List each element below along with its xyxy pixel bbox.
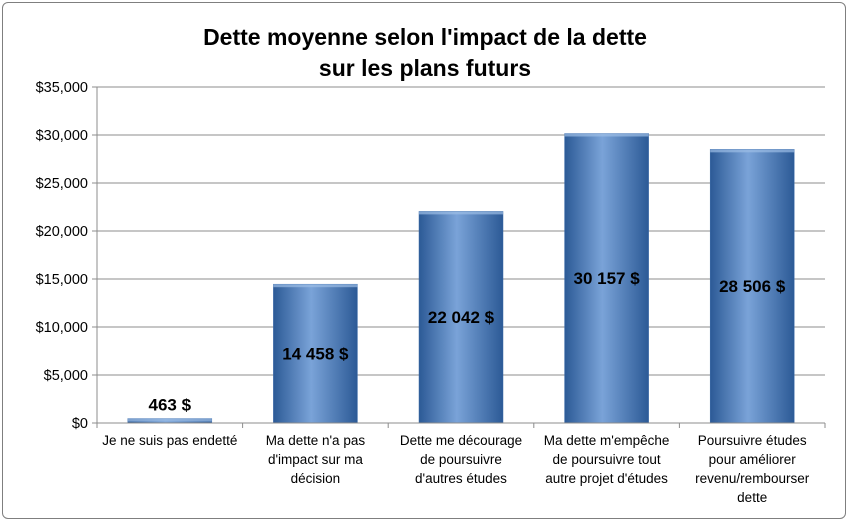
chart-title: Dette moyenne selon l'impact de la dette… xyxy=(203,24,647,81)
data-label: 28 506 $ xyxy=(719,277,786,296)
x-category-label: revenu/rembourser xyxy=(695,471,810,486)
data-labels: 463 $ 14 458 $ 22 042 $ 30 157 $ 28 506 $ xyxy=(149,269,786,414)
y-tick-label: $10,000 xyxy=(36,320,88,336)
x-category-label: dette xyxy=(737,490,767,505)
bar-highlight xyxy=(127,418,212,422)
y-tick-label: $25,000 xyxy=(36,176,88,192)
bar xyxy=(418,211,504,424)
y-tick-label: $0 xyxy=(72,416,88,432)
x-category-label: pour améliorer xyxy=(709,452,797,467)
data-label: 14 458 $ xyxy=(282,345,349,364)
bars xyxy=(127,133,795,424)
data-label: 22 042 $ xyxy=(428,308,495,327)
y-tick-label: $15,000 xyxy=(36,272,88,288)
bar xyxy=(273,283,358,424)
y-axis-ticks: $0 $5,000 $10,000 $15,000 $20,000 $25,000 $30,… xyxy=(36,80,97,432)
chart-title-line: Dette moyenne selon l'impact de la dette xyxy=(203,24,647,50)
x-category-label: autre projet d'études xyxy=(545,471,668,486)
x-category-label: Ma dette n'a pas xyxy=(266,433,366,448)
chart-title-line: sur les plans futurs xyxy=(319,55,531,81)
x-axis-categories: Je ne suis pas endetté Ma dette n'a pas d'… xyxy=(102,433,809,505)
x-category-label: Ma dette m'empêche xyxy=(544,433,670,448)
bar-highlight xyxy=(273,284,358,288)
x-category-label: décision xyxy=(291,471,341,486)
bar-highlight xyxy=(564,133,649,137)
x-category-label: d'autres études xyxy=(415,471,507,486)
bar xyxy=(564,133,649,424)
data-label: 463 $ xyxy=(149,396,192,415)
x-category-label: de poursuivre xyxy=(420,452,502,467)
y-tick-label: $20,000 xyxy=(36,224,88,240)
bar-highlight xyxy=(419,211,503,215)
x-category-label: Poursuivre études xyxy=(698,433,807,448)
x-category-label: Je ne suis pas endetté xyxy=(102,433,237,448)
y-tick-label: $35,000 xyxy=(36,80,88,96)
y-tick-label: $30,000 xyxy=(36,128,88,144)
y-tick-label: $5,000 xyxy=(44,368,88,384)
x-category-label: de poursuivre tout xyxy=(553,452,661,467)
x-category-label: Dette me décourage xyxy=(400,433,522,448)
axes xyxy=(96,87,826,428)
data-label: 30 157 $ xyxy=(574,269,641,288)
x-category-label: d'impact sur ma xyxy=(268,452,363,467)
bar-highlight xyxy=(710,149,795,153)
